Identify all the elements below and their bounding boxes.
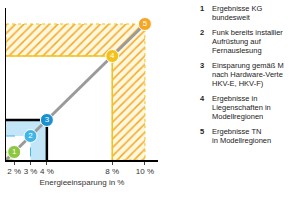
html-text:Aufrüstung auf: Aufrüstung auf (212, 37, 261, 46)
html-text:Ergebnisse TN: Ergebnisse TN (212, 127, 262, 136)
html-text:Fernauslesung: Fernauslesung (212, 46, 262, 55)
svg-text:Energieeinsparung in %: Energieeinsparung in % (40, 178, 125, 187)
svg-text:5: 5 (143, 19, 148, 28)
html-text:5: 5 (200, 127, 205, 136)
svg-text:8 %: 8 % (105, 167, 119, 176)
html-text:3: 3 (200, 61, 205, 70)
html-text:nach Hardware-Verte: nach Hardware-Verte (212, 70, 283, 79)
svg-text:3 %: 3 % (24, 167, 38, 176)
html-text:2: 2 (200, 28, 205, 37)
svg-text:10 %: 10 % (136, 167, 154, 176)
html-text:bundesweit: bundesweit (212, 13, 250, 22)
html-text:Ergebnisse KG: Ergebnisse KG (212, 4, 263, 13)
html-text:Funk bereits installier: Funk bereits installier (212, 28, 283, 37)
svg-text:4 %: 4 % (40, 167, 54, 176)
html-text:4: 4 (200, 94, 205, 103)
svg-text:4: 4 (110, 51, 115, 60)
html-text:in Modellregionen: in Modellregionen (212, 136, 272, 145)
svg-text:1: 1 (12, 147, 17, 156)
html-text:1: 1 (200, 4, 205, 13)
html-text:Einsparung gemäß M: Einsparung gemäß M (212, 61, 284, 70)
svg-text:2: 2 (28, 131, 33, 140)
svg-text:2 %: 2 % (7, 167, 21, 176)
html-text:Modellregionen: Modellregionen (212, 112, 264, 121)
html-text:HKV-E, HKV-F): HKV-E, HKV-F) (212, 79, 264, 88)
html-text:Ergebnisse in: Ergebnisse in (212, 94, 258, 103)
svg-text:3: 3 (45, 115, 50, 124)
html-text:Liegenschaften in: Liegenschaften in (212, 103, 271, 112)
